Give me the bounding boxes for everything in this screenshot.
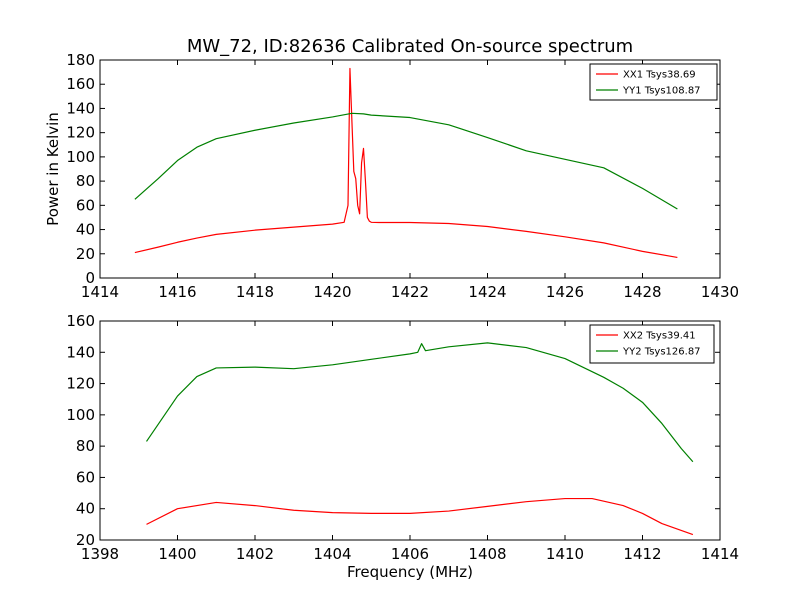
- x-tick-label: 1416: [158, 283, 196, 301]
- x-tick-label: 1410: [546, 545, 584, 563]
- x-tick-label: 1430: [701, 283, 739, 301]
- x-tick-label: 1404: [313, 545, 351, 563]
- bottom-chart-panel: 1398 1400 1402 1404 1406 1408 1410 1412 1414 20 40…: [66, 312, 739, 581]
- y-tick-label: 160: [66, 75, 95, 93]
- legend-entry: YY1 Tsys108.87: [622, 86, 701, 97]
- y-tick-label: 180: [66, 51, 95, 69]
- y-tick-label: 100: [66, 148, 95, 166]
- y-tick-label: 20: [76, 245, 95, 263]
- y-tick-label: 80: [76, 172, 95, 190]
- legend-entry: XX1 Tsys38.69: [623, 70, 696, 81]
- x-tick-label: 1414: [81, 283, 119, 301]
- y-tick-label: 40: [76, 221, 95, 239]
- y-tick-label: 120: [66, 124, 95, 142]
- series-line-yy2: [146, 342, 694, 463]
- y-tick-label: 140: [66, 99, 95, 117]
- series-line-xx1: [134, 67, 678, 259]
- x-tick-label: 1400: [158, 545, 196, 563]
- x-tick-label: 1402: [236, 545, 274, 563]
- series-line-yy1: [134, 112, 678, 210]
- y-tick-label: 40: [76, 500, 95, 518]
- series-line-xx2: [146, 497, 694, 536]
- y-tick-label: 0: [85, 269, 95, 287]
- x-tick-label: 1398: [81, 545, 119, 563]
- y-tick-label: 120: [66, 375, 95, 393]
- x-tick-label: 1426: [546, 283, 584, 301]
- legend-box: [589, 324, 715, 364]
- y-tick-label: 140: [66, 343, 95, 361]
- x-tick-label: 1424: [468, 283, 506, 301]
- x-tick-label: 1414: [701, 545, 739, 563]
- legend: XX1 Tsys38.69 YY1 Tsys108.87: [589, 63, 718, 101]
- y-axis-label: Power in Kelvin: [44, 112, 62, 226]
- y-tick-label: 80: [76, 437, 95, 455]
- x-tick-label: 1412: [623, 545, 661, 563]
- legend: XX2 Tsys39.41 YY2 Tsys126.87: [589, 324, 715, 364]
- y-tick-label: 160: [66, 312, 95, 330]
- legend-box: [589, 63, 718, 101]
- x-tick-label: 1406: [391, 545, 429, 563]
- x-axis-label: Frequency (MHz): [347, 563, 473, 581]
- chart-title: MW_72, ID:82636 Calibrated On-source spe…: [187, 36, 633, 57]
- x-tick-label: 1408: [468, 545, 506, 563]
- x-tick-label: 1420: [313, 283, 351, 301]
- x-tick-label: 1428: [623, 283, 661, 301]
- x-tick-label: 1422: [391, 283, 429, 301]
- x-tick-label: 1418: [236, 283, 274, 301]
- y-tick-label: 60: [76, 196, 95, 214]
- y-tick-label: 20: [76, 531, 95, 549]
- legend-entry: XX2 Tsys39.41: [623, 331, 696, 342]
- top-chart-panel: 1414 1416 1418 1420 1422 1424 1426 1428 1430 0 20 4…: [44, 36, 739, 301]
- y-tick-label: 100: [66, 406, 95, 424]
- y-tick-label: 60: [76, 468, 95, 486]
- legend-entry: YY2 Tsys126.87: [622, 347, 701, 358]
